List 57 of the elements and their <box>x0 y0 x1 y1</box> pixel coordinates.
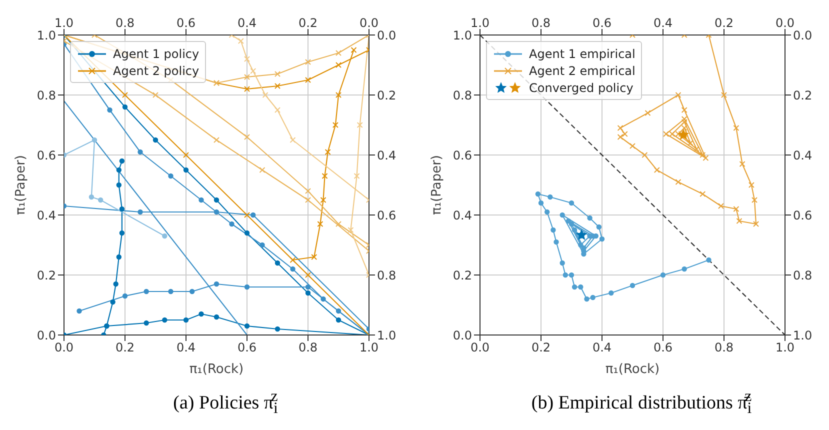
y2-tick-label: 0.2 <box>793 88 812 102</box>
legend-label: Agent 1 policy <box>113 46 200 60</box>
y2-tick-label: 0.8 <box>793 268 812 282</box>
x2-tick-label: 0.4 <box>653 16 673 30</box>
x2-tick-label: 0.6 <box>592 16 612 30</box>
y2-tick-label: 0.0 <box>377 28 396 42</box>
y2-tick-label: 1.0 <box>377 328 396 342</box>
x-tick-label: 0.2 <box>115 340 135 355</box>
x-tick-label: 1.0 <box>359 340 379 355</box>
y-tick-label: 0.8 <box>452 88 472 102</box>
y2-tick-label: 0.6 <box>793 208 812 222</box>
x-tick-label: 0.2 <box>531 340 551 355</box>
x2-tick-label: 0.2 <box>298 16 318 30</box>
x-tick-label: 0.4 <box>176 340 196 355</box>
y-tick-label: 0.4 <box>36 208 56 222</box>
x2-tick-label: 1.0 <box>54 16 74 30</box>
y2-tick-label: 0.4 <box>377 148 396 162</box>
x-axis-title: π₁(Rock) <box>605 362 660 377</box>
x-tick-label: 0.8 <box>298 340 318 355</box>
legend-label: Agent 2 empirical <box>529 64 636 78</box>
x-axis-title: π₁(Rock) <box>189 362 244 377</box>
x-tick-label: 0.0 <box>54 340 74 355</box>
x-tick-label: 0.0 <box>470 340 490 355</box>
x-tick-label: 0.4 <box>592 340 612 355</box>
y-tick-label: 1.0 <box>36 28 56 42</box>
x2-tick-label: 0.8 <box>531 16 551 30</box>
y2-tick-label: 0.0 <box>793 28 812 42</box>
x-tick-label: 1.0 <box>775 340 795 355</box>
x2-tick-label: 0.4 <box>237 16 257 30</box>
y-tick-label: 0.8 <box>36 88 56 102</box>
y-tick-label: 1.0 <box>452 28 472 42</box>
x2-tick-label: 0.0 <box>775 16 795 30</box>
legend-label: Agent 2 policy <box>113 64 200 78</box>
legend-label: Agent 1 empirical <box>529 46 636 60</box>
y-tick-label: 0.0 <box>36 328 56 342</box>
x2-tick-label: 0.6 <box>176 16 196 30</box>
y-axis-title: π₁(Paper) <box>14 155 29 215</box>
legend-label: Converged policy <box>529 80 634 94</box>
x-tick-label: 0.6 <box>237 340 257 355</box>
y2-tick-label: 0.6 <box>377 208 396 222</box>
y2-tick-label: 1.0 <box>793 328 812 342</box>
y-tick-label: 0.0 <box>452 328 472 342</box>
x2-tick-label: 0.0 <box>359 16 379 30</box>
y2-tick-label: 0.2 <box>377 88 396 102</box>
x2-tick-label: 0.8 <box>115 16 135 30</box>
y-tick-label: 0.6 <box>36 148 56 162</box>
x-tick-label: 0.6 <box>653 340 673 355</box>
y-axis-title: π₁(Paper) <box>430 155 445 215</box>
y-tick-label: 0.2 <box>36 268 56 282</box>
x-tick-label: 0.8 <box>714 340 734 355</box>
x2-tick-label: 1.0 <box>470 16 490 30</box>
y2-tick-label: 0.8 <box>377 268 396 282</box>
y-tick-label: 0.6 <box>452 148 472 162</box>
y-tick-label: 0.4 <box>452 208 472 222</box>
y-tick-label: 0.2 <box>452 268 472 282</box>
y2-tick-label: 0.4 <box>793 148 812 162</box>
x2-tick-label: 0.2 <box>714 16 734 30</box>
